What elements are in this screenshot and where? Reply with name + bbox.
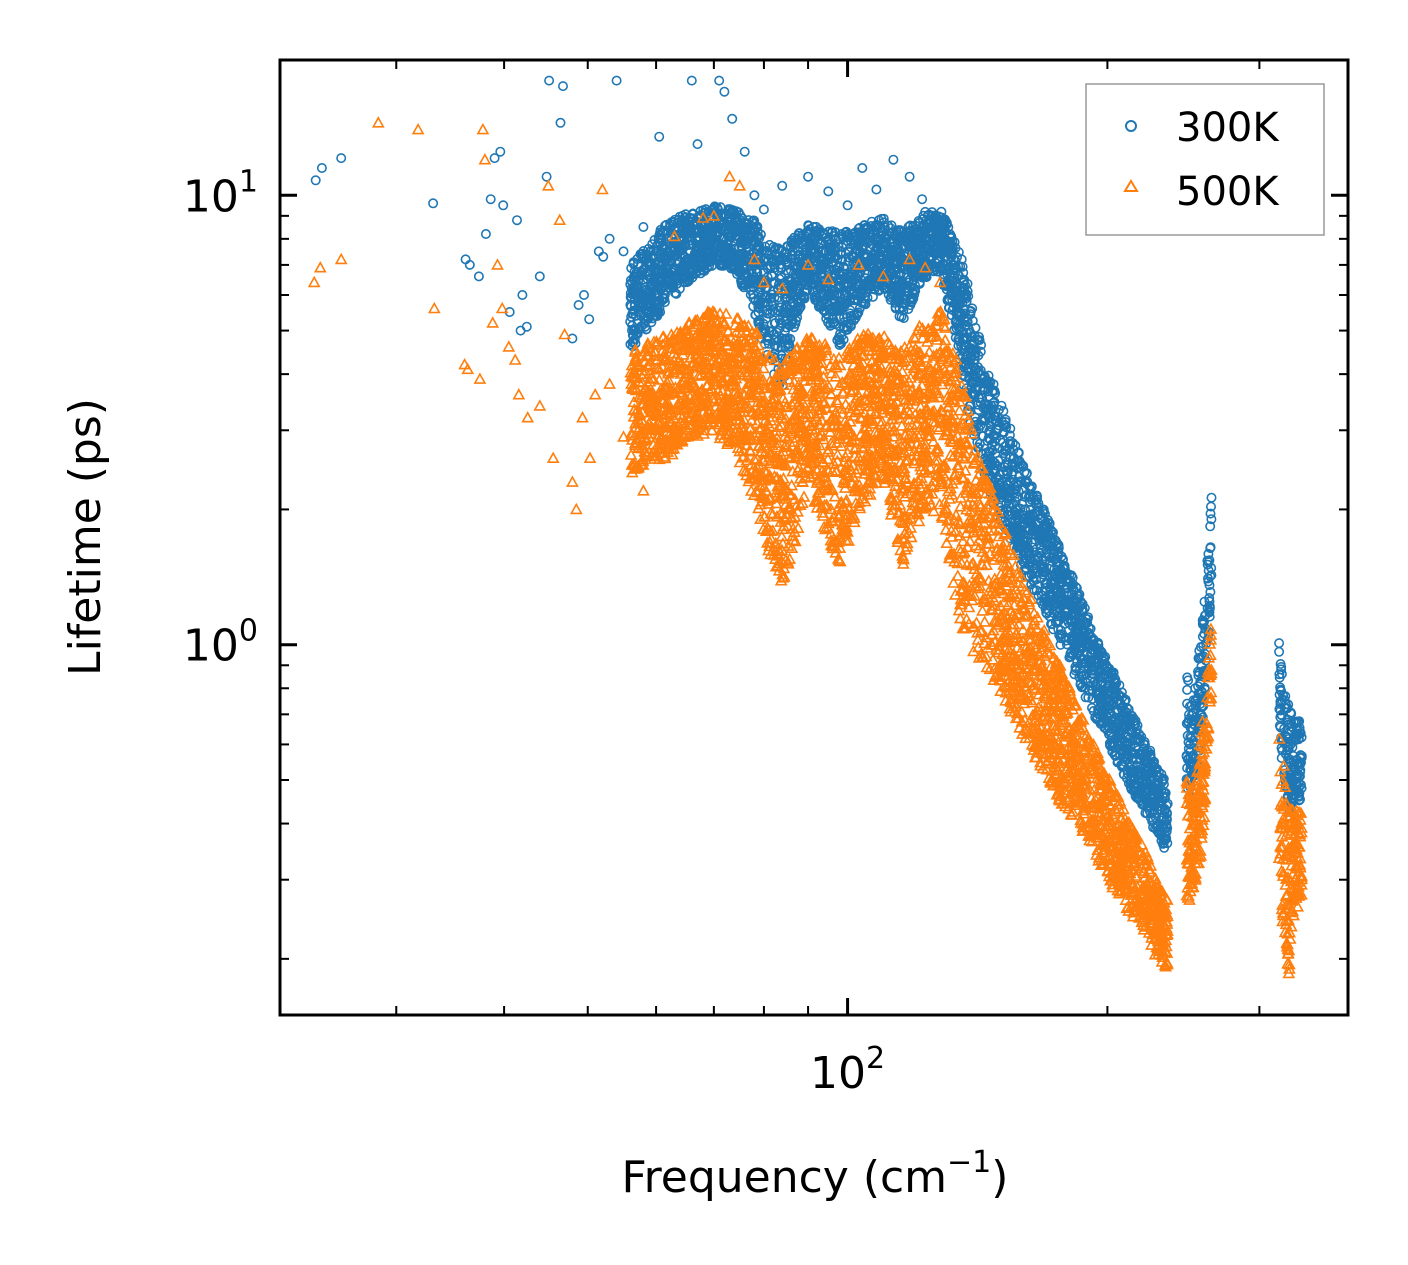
- data-point-300k: [987, 404, 998, 415]
- data-point-300k: [534, 271, 545, 282]
- data-point-300k: [1040, 578, 1051, 589]
- data-point-300k: [573, 299, 584, 310]
- data-point-300k: [767, 305, 778, 316]
- data-point-300k: [988, 410, 999, 421]
- data-point-300k: [495, 146, 506, 157]
- data-point-300k: [1054, 630, 1065, 641]
- data-point-300k: [628, 336, 639, 347]
- data-point-300k: [555, 117, 566, 128]
- data-point-300k: [515, 325, 526, 336]
- data-point-300k: [1028, 520, 1039, 531]
- data-point-300k: [473, 271, 484, 282]
- data-point-300k: [604, 233, 615, 244]
- data-point-300k: [1037, 506, 1048, 517]
- data-point-300k: [498, 200, 509, 211]
- data-point-300k: [775, 262, 786, 273]
- data-point-300k: [727, 113, 738, 124]
- data-point-300k: [627, 330, 638, 341]
- data-point-300k: [904, 171, 915, 182]
- data-point-300k: [719, 86, 730, 97]
- data-point-300k: [692, 139, 703, 150]
- data-point-300k: [983, 446, 994, 457]
- data-point-300k: [967, 303, 978, 314]
- data-point-300k: [578, 289, 589, 300]
- data-point-300k: [749, 190, 760, 201]
- data-point-300k: [980, 404, 991, 415]
- data-point-300k: [541, 171, 552, 182]
- data-point-300k: [754, 319, 765, 330]
- data-point-300k: [871, 184, 882, 195]
- data-point-300k: [917, 194, 928, 205]
- data-point-300k: [686, 75, 697, 86]
- data-point-300k: [969, 430, 980, 441]
- data-point-300k: [990, 448, 1001, 459]
- data-point-300k: [544, 75, 555, 86]
- data-point-300k: [846, 289, 857, 300]
- data-point-300k: [1148, 822, 1159, 833]
- data-point-300k: [638, 222, 649, 233]
- data-point-300k: [1133, 744, 1144, 755]
- data-point-300k: [842, 200, 853, 211]
- data-point-300k: [584, 314, 595, 325]
- data-point-300k: [1113, 730, 1124, 741]
- data-point-300k: [1045, 594, 1056, 605]
- data-point-300k: [714, 75, 725, 86]
- data-point-300k: [888, 154, 899, 165]
- data-point-300k: [1206, 492, 1217, 503]
- data-point-300k: [1001, 497, 1012, 508]
- data-point-300k: [463, 60, 466, 61]
- data-point-300k: [739, 146, 750, 157]
- data-point-300k: [521, 321, 532, 332]
- data-point-300k: [611, 75, 622, 86]
- data-point-300k: [1182, 684, 1193, 695]
- data-point-300k: [310, 175, 321, 186]
- data-point-300k: [654, 131, 665, 142]
- data-point-300k: [1040, 582, 1051, 593]
- data-point-300k: [989, 457, 1000, 468]
- data-point-300k: [776, 342, 787, 353]
- data-point-300k: [938, 269, 949, 280]
- data-point-300k: [413, 8, 421, 16]
- data-point-300k: [511, 215, 522, 226]
- data-point-300k: [480, 229, 491, 240]
- data-point-300k: [336, 153, 347, 164]
- data-point-300k: [1274, 638, 1285, 649]
- data-point-300k: [825, 320, 836, 331]
- data-point-300k: [770, 340, 781, 351]
- data-point-300k: [758, 318, 769, 329]
- data-point-300k: [823, 186, 834, 197]
- data-point-300k: [777, 180, 788, 191]
- data-point-300k: [557, 81, 568, 92]
- data-point-300k: [428, 198, 439, 209]
- data-point-300k: [316, 163, 327, 174]
- data-point-300k: [1274, 646, 1285, 657]
- data-point-300k: [986, 416, 997, 427]
- data-markers: [307, 8, 1309, 979]
- data-point-300k: [788, 260, 799, 271]
- data-point-300k: [517, 289, 528, 300]
- data-point-300k: [479, 12, 487, 20]
- data-point-300k: [618, 246, 629, 257]
- data-point-300k: [1104, 729, 1115, 740]
- data-point-300k: [373, 12, 381, 20]
- data-point-300k: [857, 163, 868, 174]
- data-point-300k: [775, 259, 786, 270]
- data-point-300k: [803, 171, 814, 182]
- data-point-300k: [1111, 733, 1122, 744]
- data-point-300k: [758, 204, 769, 215]
- data-point-300k: [485, 194, 496, 205]
